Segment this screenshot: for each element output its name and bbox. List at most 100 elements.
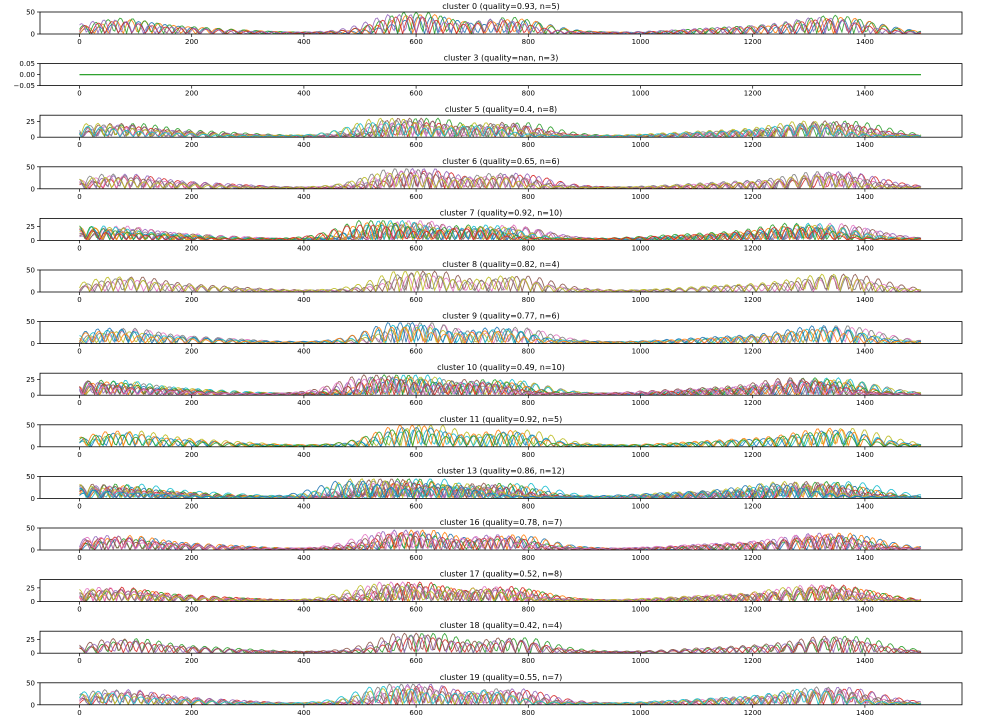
x-tick-label: 1400	[856, 90, 874, 98]
cluster-panel-9: cluster 13 (quality=0.86, n=12) 0 200 400 60…	[26, 466, 963, 510]
x-tick-label: 1400	[856, 451, 874, 459]
x-tick-label: 800	[522, 657, 535, 665]
x-tick-label: 1000	[632, 38, 650, 46]
axes-frame	[39, 269, 963, 293]
axes-frame	[39, 321, 963, 345]
x-tick-label: 200	[185, 657, 198, 665]
x-tick-label: 800	[522, 709, 535, 715]
x-tick-label: 800	[522, 244, 535, 252]
x-tick-label: 600	[409, 502, 422, 510]
series-line-6	[79, 531, 921, 550]
x-tick-label: 200	[185, 348, 198, 356]
x-tick-label: 1400	[856, 502, 874, 510]
x-tick-label: 1400	[856, 193, 874, 201]
cluster-panel-7: cluster 10 (quality=0.49, n=10) 0 200 400 60…	[26, 363, 963, 407]
y-tick-label: 0	[31, 237, 35, 245]
x-tick-label: 200	[185, 193, 198, 201]
x-tick-label: 1000	[632, 657, 650, 665]
x-tick-label: 200	[185, 399, 198, 407]
panel-title: cluster 10 (quality=0.49, n=10)	[437, 363, 565, 372]
series-line-6	[79, 685, 922, 705]
x-tick-label: 1000	[632, 244, 650, 252]
x-tick-label: 200	[185, 709, 198, 715]
y-tick-label: 0	[31, 547, 35, 555]
panel-title: cluster 17 (quality=0.52, n=8)	[440, 570, 563, 579]
x-tick-label: 600	[409, 451, 422, 459]
x-tick-label: 1000	[632, 399, 650, 407]
cluster-panel-8: cluster 11 (quality=0.92, n=5) 0 200 400 600…	[26, 415, 963, 459]
cluster-panel-4: cluster 7 (quality=0.92, n=10) 0 200 400 600…	[26, 208, 963, 252]
x-tick-label: 1200	[744, 709, 762, 715]
series-line-1	[79, 14, 922, 34]
series-line-1	[79, 683, 922, 705]
x-tick-label: 1000	[632, 348, 650, 356]
x-tick-label: 0	[77, 38, 81, 46]
y-tick-label: 0	[31, 31, 35, 39]
y-tick-label: 0.05	[19, 60, 35, 68]
x-tick-label: 400	[297, 709, 310, 715]
axes-frame	[39, 579, 963, 602]
x-tick-label: 1400	[856, 348, 874, 356]
x-tick-label: 200	[185, 451, 198, 459]
x-tick-label: 0	[77, 90, 81, 98]
x-tick-label: 800	[522, 193, 535, 201]
y-tick-label: 50	[26, 525, 35, 533]
x-tick-label: 1400	[856, 141, 874, 149]
x-tick-label: 600	[409, 554, 422, 562]
x-tick-label: 1200	[744, 38, 762, 46]
x-tick-label: 0	[77, 709, 81, 715]
y-tick-label: 0	[31, 289, 35, 297]
x-tick-label: 400	[297, 554, 310, 562]
x-tick-label: 400	[297, 502, 310, 510]
x-tick-label: 1000	[632, 451, 650, 459]
panel-title: cluster 16 (quality=0.78, n=7)	[440, 518, 563, 527]
series-line-4	[79, 13, 922, 34]
x-tick-label: 1400	[856, 554, 874, 562]
x-tick-label: 400	[297, 141, 310, 149]
series-line-11	[79, 480, 922, 499]
axes-frame	[39, 475, 963, 499]
panel-title: cluster 19 (quality=0.55, n=7)	[440, 673, 563, 682]
x-tick-label: 0	[77, 193, 81, 201]
cluster-panel-6: cluster 9 (quality=0.77, n=6) 0 200 400 600 8…	[26, 312, 963, 356]
series-line-3	[79, 16, 922, 34]
panel-title: cluster 18 (quality=0.42, n=4)	[440, 621, 563, 630]
series-line-2	[79, 426, 922, 447]
y-tick-label: −0.05	[14, 82, 35, 90]
x-tick-label: 400	[297, 451, 310, 459]
y-tick-label: 25	[26, 223, 35, 231]
x-tick-label: 600	[409, 606, 422, 614]
x-tick-label: 1200	[744, 502, 762, 510]
series-line-4	[79, 429, 922, 447]
series-line-7	[79, 222, 922, 241]
cluster-panel-12: cluster 18 (quality=0.42, n=4) 0 200 400 600…	[26, 621, 963, 665]
x-tick-label: 200	[185, 296, 198, 304]
x-tick-label: 600	[409, 244, 422, 252]
y-tick-label: 0	[31, 392, 35, 400]
panel-title: cluster 6 (quality=0.65, n=6)	[442, 157, 559, 166]
x-tick-label: 400	[297, 399, 310, 407]
axes-frame	[39, 527, 963, 551]
axes-frame	[39, 630, 963, 654]
y-tick-label: 25	[26, 636, 35, 644]
x-tick-label: 1200	[744, 244, 762, 252]
x-tick-label: 1000	[632, 606, 650, 614]
cluster-panel-1: cluster 3 (quality=nan, n=3) 0 200 400 600 80…	[14, 54, 963, 98]
x-tick-label: 1400	[856, 606, 874, 614]
x-tick-label: 0	[77, 141, 81, 149]
x-tick-label: 1400	[856, 244, 874, 252]
series-line-7	[79, 122, 922, 138]
series-line-3	[79, 685, 922, 705]
y-tick-label: 50	[26, 679, 35, 687]
y-tick-label: 0	[31, 495, 35, 503]
y-tick-label: 0	[31, 340, 35, 348]
x-tick-label: 0	[77, 502, 81, 510]
x-tick-label: 0	[77, 554, 81, 562]
x-tick-label: 1200	[744, 451, 762, 459]
x-tick-label: 400	[297, 38, 310, 46]
x-tick-label: 600	[409, 141, 422, 149]
axes-frame	[39, 217, 963, 241]
x-tick-label: 1200	[744, 657, 762, 665]
series-line-4	[79, 529, 922, 550]
y-tick-label: 25	[26, 118, 35, 126]
